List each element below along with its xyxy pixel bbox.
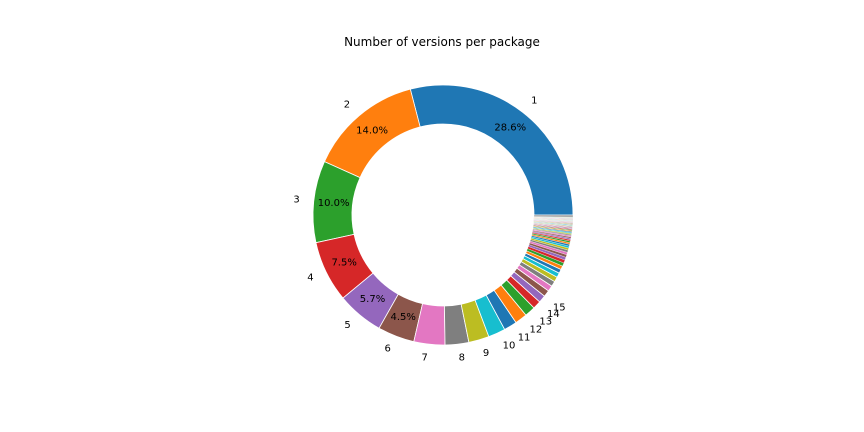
slice-label-10: 10 <box>503 341 516 352</box>
slice-label-8: 8 <box>459 353 465 364</box>
slice-label-12: 12 <box>529 325 542 336</box>
slice-percent-3: 10.0% <box>318 198 350 209</box>
slice-label-7: 7 <box>421 353 427 364</box>
slice-label-3: 3 <box>293 195 299 206</box>
slice-percent-2: 14.0% <box>356 125 388 136</box>
slices-layer <box>312 84 574 346</box>
pie-slice-1 <box>409 84 574 216</box>
slice-percent-1: 28.6% <box>494 122 526 133</box>
slice-percent-5: 5.7% <box>360 294 385 305</box>
slice-label-11: 11 <box>518 333 531 344</box>
slice-label-15: 15 <box>553 303 566 314</box>
slice-percent-4: 7.5% <box>331 258 356 269</box>
chart-title: Number of versions per package <box>344 35 540 49</box>
slice-label-13: 13 <box>539 316 552 327</box>
slice-label-14: 14 <box>547 309 560 320</box>
percent-labels-layer: 28.6% 14.0% 10.0% 7.5% 5.7% 4.5% <box>318 122 526 323</box>
slice-label-1: 1 <box>531 96 537 107</box>
slice-label-9: 9 <box>483 348 489 359</box>
pie-slice-71 <box>533 214 574 218</box>
slice-percent-6: 4.5% <box>390 312 415 323</box>
slice-label-5: 5 <box>344 320 350 331</box>
slice-label-4: 4 <box>307 273 313 284</box>
slice-label-2: 2 <box>344 99 350 110</box>
slice-label-6: 6 <box>385 344 391 355</box>
